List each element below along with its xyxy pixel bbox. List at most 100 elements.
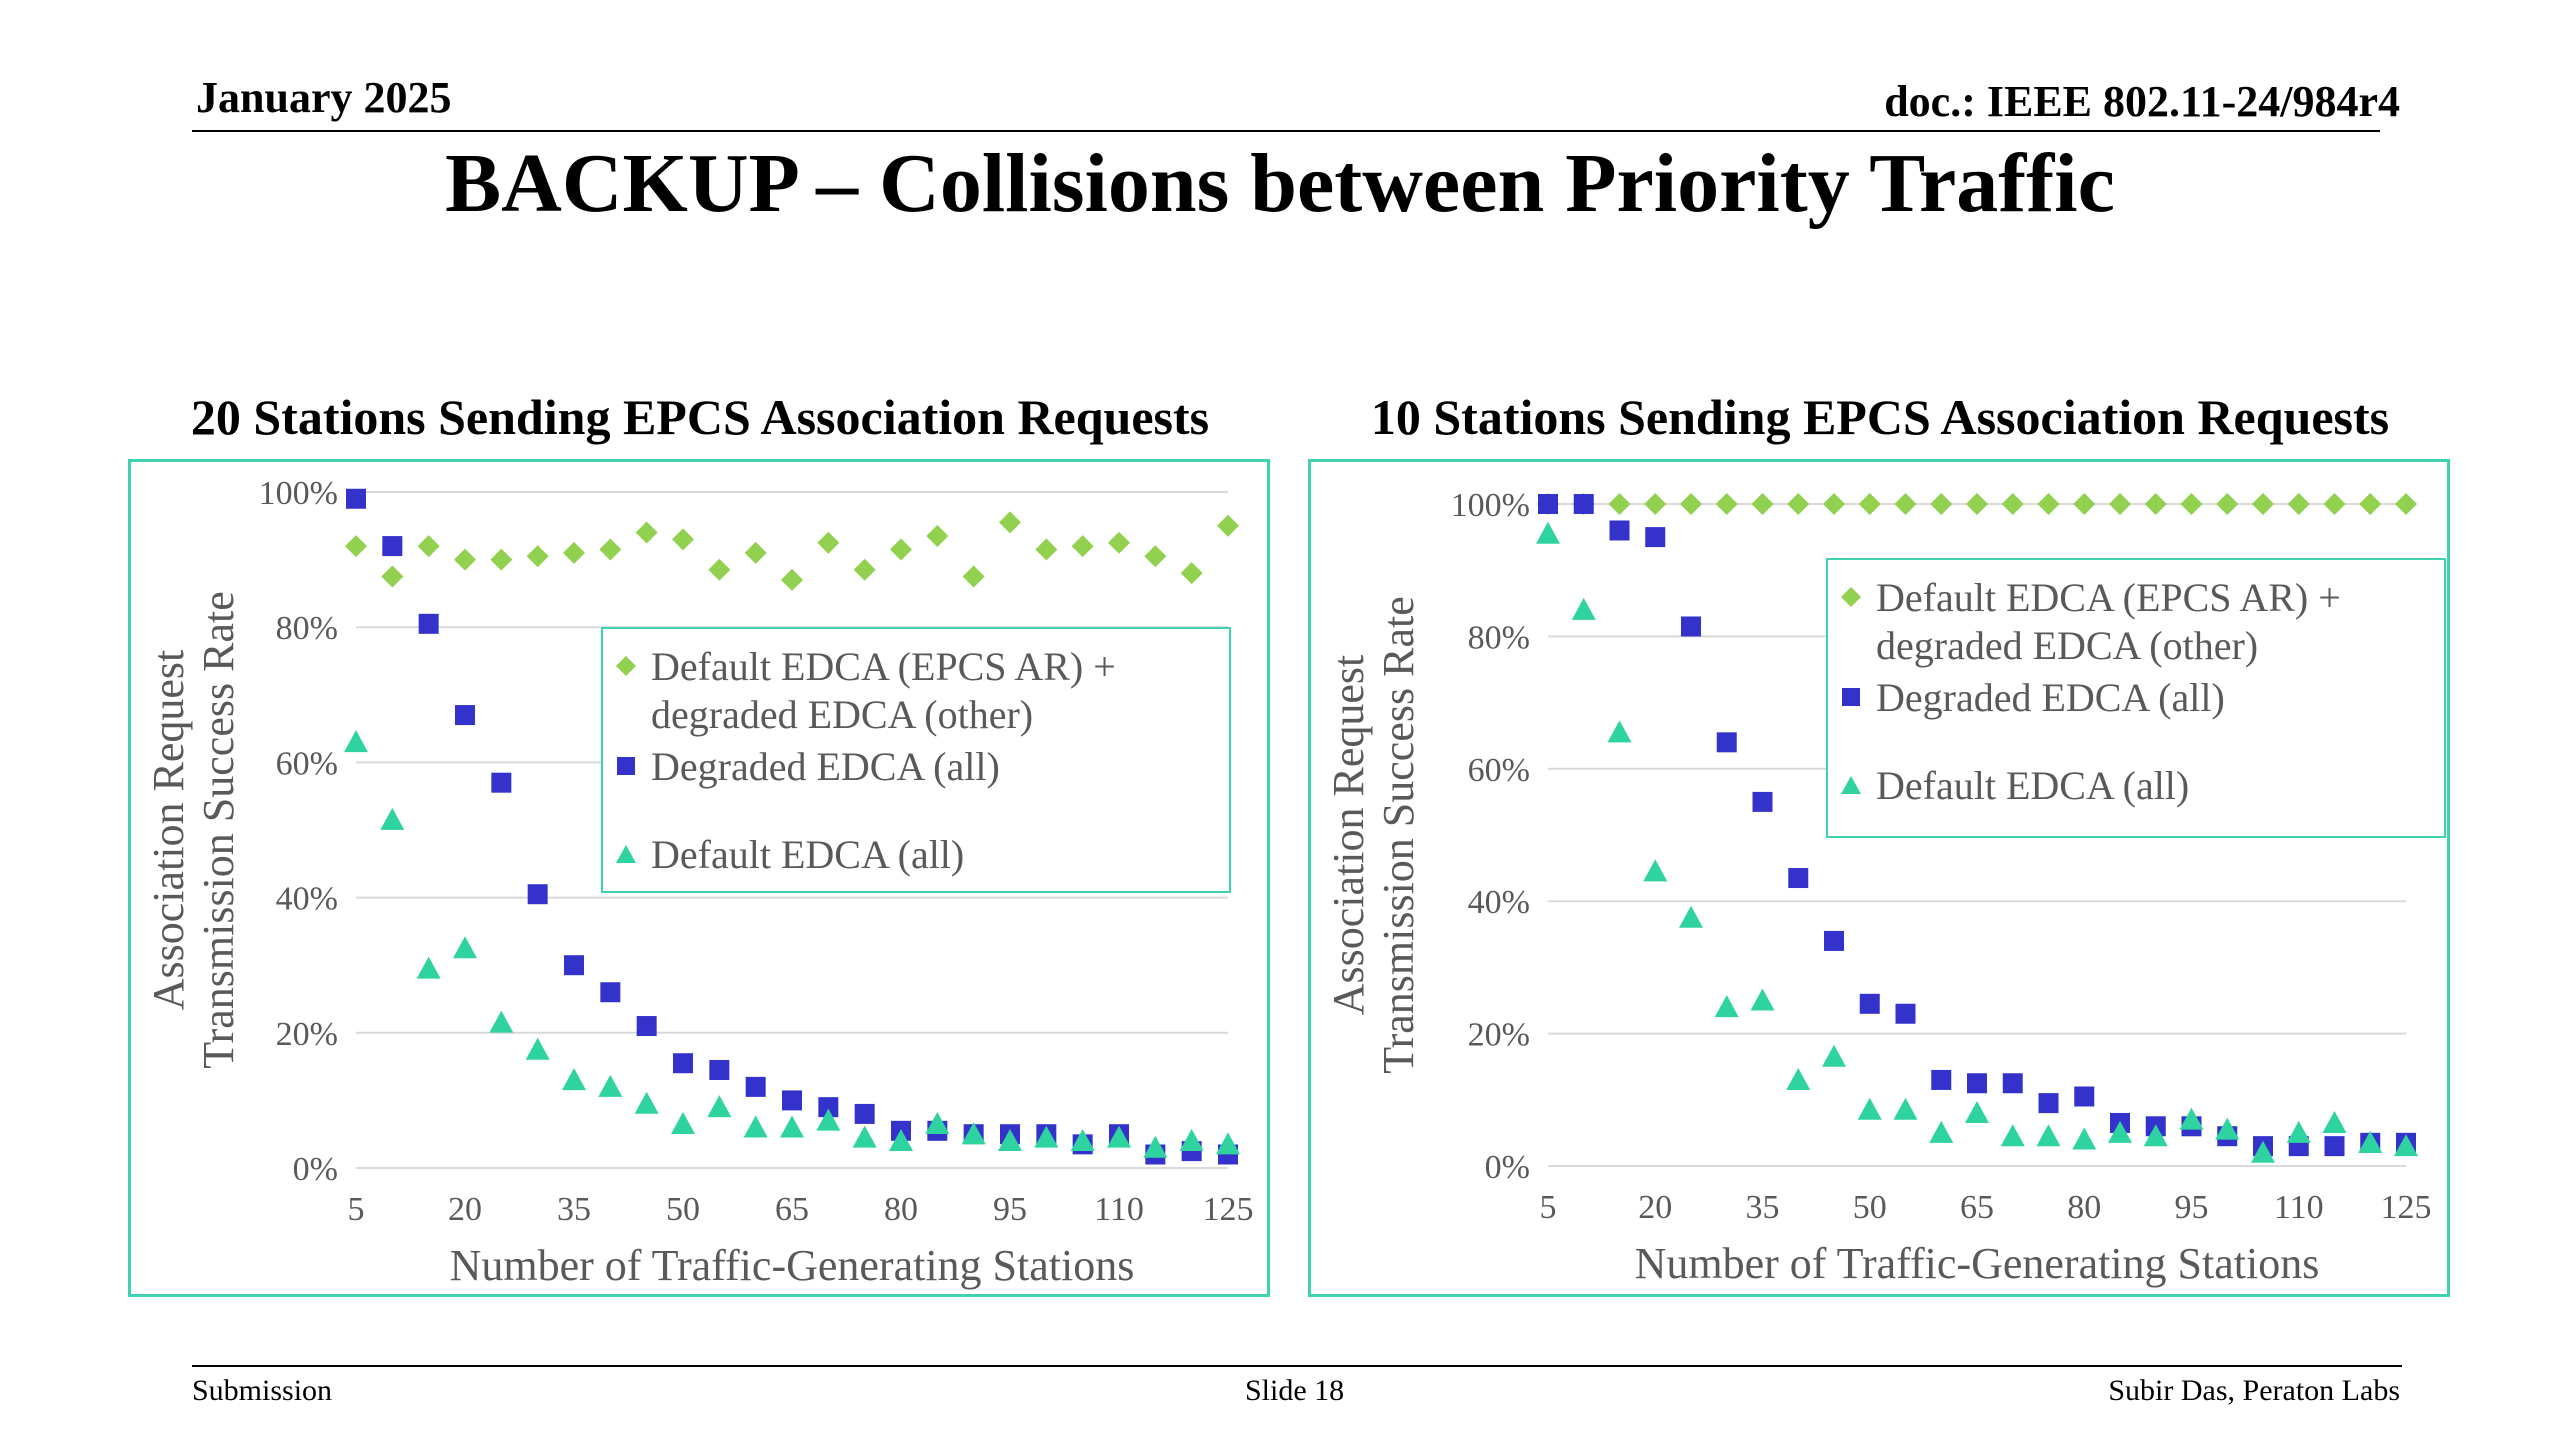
data-point-ar [1680,493,1702,515]
data-point-ar [1217,514,1239,537]
data-point-default [2286,1120,2311,1143]
data-point-default [489,1010,514,1033]
chart-2-legend: Default EDCA (EPCS AR) + degraded EDCA (… [1826,558,2446,838]
data-point-degraded [1931,1069,1952,1090]
data-point-degraded [382,536,403,557]
data-point-ar [1108,531,1130,554]
footer-slide-number: Slide 18 [1245,1374,1345,1407]
x-tick-label: 65 [1960,1189,1994,1226]
data-point-degraded [1573,494,1594,514]
chart-1-title: 20 Stations Sending EPCS Association Req… [190,389,1210,445]
data-point-ar [2323,493,2346,515]
x-tick-label: 5 [1540,1189,1557,1226]
data-point-default [707,1095,732,1118]
data-point-default [1034,1125,1059,1148]
data-point-default [344,730,368,753]
data-point-ar [2109,493,2131,515]
data-point-ar [1644,493,1667,515]
x-tick-label: 80 [884,1191,918,1228]
y-tick-label: 40% [1468,884,1530,921]
data-point-default [1643,859,1668,882]
data-point-ar [890,538,912,561]
data-point-default [1822,1044,1846,1067]
data-point-degraded [1681,616,1701,637]
data-point-degraded [600,982,621,1003]
slide-title: BACKUP – Collisions between Priority Tra… [445,137,2115,230]
data-point-default [1965,1101,1989,1124]
legend-item-default: Default EDCA (all) [616,831,1209,879]
data-point-ar [1966,493,1988,515]
data-point-ar [635,521,658,544]
data-point-degraded [1609,520,1630,541]
legend-item-ar: Default EDCA (EPCS AR) + degraded EDCA (… [616,643,1209,739]
data-point-degraded [1645,527,1666,548]
triangle-icon [616,845,636,863]
data-point-default [1536,521,1560,544]
chart-1-legend: Default EDCA (EPCS AR) + degraded EDCA (… [601,627,1231,893]
data-point-default [2108,1120,2132,1143]
data-point-default [2251,1140,2275,1163]
data-point-degraded [1716,732,1737,753]
x-tick-label: 65 [775,1191,809,1228]
data-point-default [453,936,477,959]
y-tick-label: 20% [1468,1017,1530,1054]
data-point-degraded [2038,1093,2059,1114]
x-tick-label: 35 [1746,1189,1780,1226]
y-axis-title: Association Request [1324,655,1373,1016]
x-tick-label: 125 [1203,1191,1254,1228]
y-tick-label: 60% [1468,752,1530,789]
data-point-degraded [1788,868,1809,889]
x-tick-label: 20 [1638,1189,1672,1226]
data-point-ar [1930,493,1953,515]
legend-item-ar: Default EDCA (EPCS AR) + degraded EDCA (… [1841,574,2424,670]
data-point-degraded [709,1059,730,1080]
data-point-ar [1035,538,1058,561]
data-point-degraded [2324,1136,2345,1157]
data-point-ar [817,531,840,554]
y-tick-label: 100% [259,475,338,512]
data-point-degraded [2074,1086,2095,1107]
data-point-ar [417,535,440,558]
data-point-default [2036,1124,2061,1147]
data-point-default [2143,1124,2168,1147]
data-point-ar [2395,493,2417,515]
data-point-degraded [673,1053,693,1074]
data-point-degraded [1895,1003,1916,1024]
footer-rule [192,1365,2402,1367]
data-point-default [1107,1125,1131,1148]
data-point-default [780,1115,804,1138]
data-point-default [1216,1132,1240,1155]
x-axis-title: Number of Traffic-Generating Stations [1635,1239,2320,1288]
y-tick-label: 0% [1485,1149,1530,1186]
data-point-ar [926,524,949,547]
x-tick-label: 125 [2381,1189,2432,1226]
y-axis-title: Transmission Success Rate [194,591,243,1069]
x-tick-label: 80 [2067,1189,2101,1226]
data-point-degraded [782,1090,802,1111]
data-point-degraded [527,884,548,905]
y-tick-label: 20% [276,1016,338,1053]
header-date: January 2025 [196,73,452,122]
data-point-default [2215,1117,2240,1140]
data-point-default [2322,1110,2347,1133]
data-point-ar [345,535,367,558]
data-point-ar [853,558,876,581]
square-icon [617,757,635,775]
data-point-ar [2180,493,2203,515]
data-point-ar [490,548,513,571]
x-tick-label: 95 [2175,1189,2209,1226]
data-point-default [889,1128,913,1151]
data-point-default [2072,1127,2097,1150]
data-point-ar [1894,493,1917,515]
data-point-ar [1144,545,1167,568]
data-point-degraded [1967,1073,1987,1094]
chart-1-plot: 0% 20% 40% 60% 80% 100% 5 20 35 50 65 80 95 110 125 Num… [144,475,1254,1290]
data-point-degraded [818,1097,839,1118]
chart-2-frame: 0% 20% 40% 60% 80% 100% 5 20 35 50 65 80 95 110 125 Num… [1308,459,2450,1297]
data-point-default [380,807,405,830]
data-point-degraded [491,772,512,793]
data-point-default [743,1115,768,1138]
data-point-ar [1608,493,1631,515]
x-tick-label: 5 [348,1191,365,1228]
header-rule [192,130,2380,132]
